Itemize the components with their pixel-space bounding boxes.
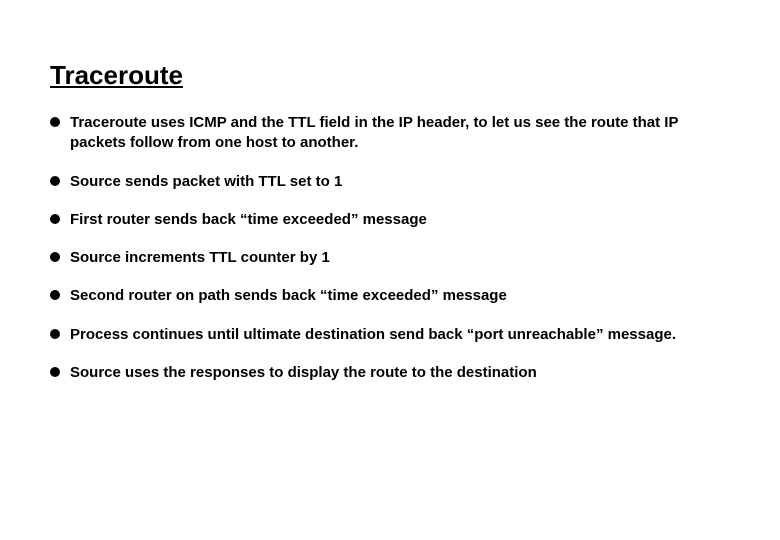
slide-title: Traceroute [50, 60, 730, 91]
bullet-text: Second router on path sends back “time e… [70, 287, 507, 304]
bullet-text: Source increments TTL counter by 1 [70, 249, 330, 266]
slide: Traceroute Traceroute uses ICMP and the … [0, 0, 780, 540]
list-item: Traceroute uses ICMP and the TTL field i… [50, 113, 730, 154]
bullet-text: First router sends back “time exceeded” … [70, 211, 427, 228]
bullet-list: Traceroute uses ICMP and the TTL field i… [50, 113, 730, 383]
list-item: Process continues until ultimate destina… [50, 325, 730, 345]
bullet-text: Source sends packet with TTL set to 1 [70, 173, 342, 190]
bullet-text: Process continues until ultimate destina… [70, 326, 676, 343]
list-item: Second router on path sends back “time e… [50, 286, 730, 306]
list-item: Source sends packet with TTL set to 1 [50, 172, 730, 192]
bullet-text: Traceroute uses ICMP and the TTL field i… [70, 114, 678, 151]
bullet-text: Source uses the responses to display the… [70, 364, 537, 381]
list-item: First router sends back “time exceeded” … [50, 210, 730, 230]
list-item: Source uses the responses to display the… [50, 363, 730, 383]
list-item: Source increments TTL counter by 1 [50, 248, 730, 268]
